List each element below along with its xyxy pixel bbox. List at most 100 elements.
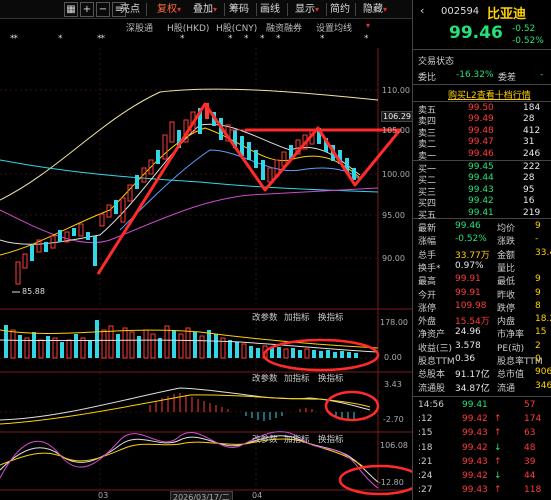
quote-label: 涨幅 <box>418 237 437 248</box>
event-marker[interactable]: * <box>228 34 232 44</box>
volume-bar <box>108 325 114 359</box>
sub-tab-northbound[interactable]: 深股通 <box>126 24 154 34</box>
date-crosshair-label: 2026/03/17/二 <box>170 491 233 500</box>
tick-price: 99.43 <box>462 428 488 439</box>
tick-direction-icon: ↓ <box>494 471 502 481</box>
vol-switch-indicator-button[interactable]: 换指标 <box>318 313 344 323</box>
quote-label: 收益(三) <box>418 343 453 354</box>
event-marker[interactable]: * <box>276 34 280 44</box>
divider <box>413 49 551 50</box>
volume-axis-label: 0.00 <box>384 353 402 362</box>
quote-label: 今开 <box>418 290 437 301</box>
candle <box>169 121 175 143</box>
quote-label: 最低 <box>497 277 516 288</box>
event-marker[interactable]: ** <box>97 34 105 44</box>
vol-change-param-button[interactable]: 改参数 <box>252 313 278 323</box>
simple-button[interactable]: 简约 <box>330 4 350 15</box>
sub-tab-h-cny[interactable]: H股(CNY) <box>216 24 258 34</box>
volume-bar <box>354 353 358 358</box>
quote-value: 109.98 <box>455 300 487 311</box>
trade-status-label: 交易状态 <box>418 57 455 67</box>
quote-value: - <box>535 234 539 245</box>
volume-bar <box>347 352 351 358</box>
tick-time: :21 <box>418 456 433 467</box>
display-label: 显示 <box>294 4 315 15</box>
volume-bar <box>207 330 211 358</box>
kline-chart[interactable] <box>0 0 412 500</box>
event-marker[interactable]: * <box>58 34 62 44</box>
candle <box>324 138 328 152</box>
macd-add-indicator-button[interactable]: 加指标 <box>284 374 310 384</box>
menu-button[interactable]: ≡ <box>112 2 126 17</box>
ma-settings-button[interactable]: 设置均线 <box>316 24 353 34</box>
bid-volume: 28 <box>523 173 535 184</box>
buy-l2-link[interactable]: 购买L2查看十档行情 <box>448 91 531 101</box>
event-marker[interactable]: * <box>260 34 264 44</box>
volume-bar <box>178 333 184 359</box>
display-button[interactable]: 显示▾ <box>289 2 325 17</box>
event-marker[interactable]: * <box>364 34 368 44</box>
volume-bar <box>46 336 50 358</box>
zoom-in-button[interactable]: + <box>80 2 94 17</box>
kdj-switch-indicator-button[interactable]: 换指标 <box>318 435 344 445</box>
candle <box>254 150 258 168</box>
tick-price: 99.43 <box>462 485 488 496</box>
tick-direction-icon: ↑ <box>494 456 502 467</box>
grid-icon[interactable]: ▦ <box>64 2 78 17</box>
order-diff-label: 委差 <box>498 73 517 83</box>
chips-button[interactable]: 筹码 <box>229 4 249 15</box>
kdj-highlight-circle <box>338 464 412 496</box>
adjust-button[interactable]: 复权▾ <box>151 2 187 17</box>
volume-bar <box>249 346 253 358</box>
quote-label: 涨跌 <box>497 237 516 248</box>
event-marker[interactable]: * <box>180 34 184 44</box>
macd-change-param-button[interactable]: 改参数 <box>252 374 278 384</box>
date-axis-label: 03 <box>98 491 109 500</box>
candle <box>99 213 105 227</box>
draw-line-button[interactable]: 画线 <box>260 4 280 15</box>
kdj-change-param-button[interactable]: 改参数 <box>252 435 278 445</box>
bid-volume: 95 <box>523 184 535 195</box>
event-marker[interactable]: * <box>244 34 248 44</box>
kdj-add-indicator-button[interactable]: 加指标 <box>284 435 310 445</box>
volume-bar <box>283 348 289 359</box>
quote-value: 8 <box>535 300 541 311</box>
macd-switch-indicator-button[interactable]: 换指标 <box>318 374 344 384</box>
volume-bar <box>270 348 274 358</box>
sub-tab-h-hkd[interactable]: H股(HKD) <box>167 24 210 34</box>
quote-label: 外盘 <box>418 317 437 328</box>
overlay-button[interactable]: 叠加▾ <box>187 2 223 17</box>
ma-line-long <box>0 88 379 201</box>
ask-price: 99.46 <box>468 148 494 159</box>
volume-bar <box>214 334 218 358</box>
volume-bar <box>137 336 141 358</box>
volume-bar <box>185 327 191 359</box>
kdj-axis-label: -12.80 <box>378 478 404 487</box>
quote-value: 24.96 <box>455 327 481 338</box>
sub-tab-margin[interactable]: 融资融券 <box>266 24 303 34</box>
volume-bar <box>319 351 323 358</box>
quote-value: 18.2 <box>535 314 551 325</box>
quote-value: 33.4 <box>535 247 551 258</box>
hide-button[interactable]: 隐藏▾ <box>357 2 393 17</box>
kdj-d-line <box>0 438 366 469</box>
highlight-button[interactable]: 亮点 <box>120 4 140 15</box>
volume-axis-label: 178.00 <box>380 318 408 327</box>
event-marker[interactable]: ** <box>10 34 18 44</box>
quote-value: 0.36 <box>455 354 476 364</box>
prev-stock-arrow-icon[interactable]: ‹ <box>420 4 425 17</box>
bid-volume: 219 <box>523 207 541 218</box>
event-marker[interactable]: * <box>320 34 324 44</box>
vol-add-indicator-button[interactable]: 加指标 <box>284 313 310 323</box>
ask-level-label: 卖一 <box>418 151 437 162</box>
macd-highlight-circle <box>324 390 380 422</box>
macd-axis-label: 3.43 <box>384 380 402 389</box>
volume-bar <box>220 337 226 359</box>
quote-value: 15 <box>535 327 547 338</box>
tick-direction-icon: ↓ <box>494 442 502 453</box>
kdj-j-line <box>0 431 379 489</box>
candle <box>120 197 126 223</box>
toolbar-divider <box>256 3 257 16</box>
volume-bar <box>10 329 16 359</box>
zoom-out-button[interactable]: − <box>96 2 110 17</box>
